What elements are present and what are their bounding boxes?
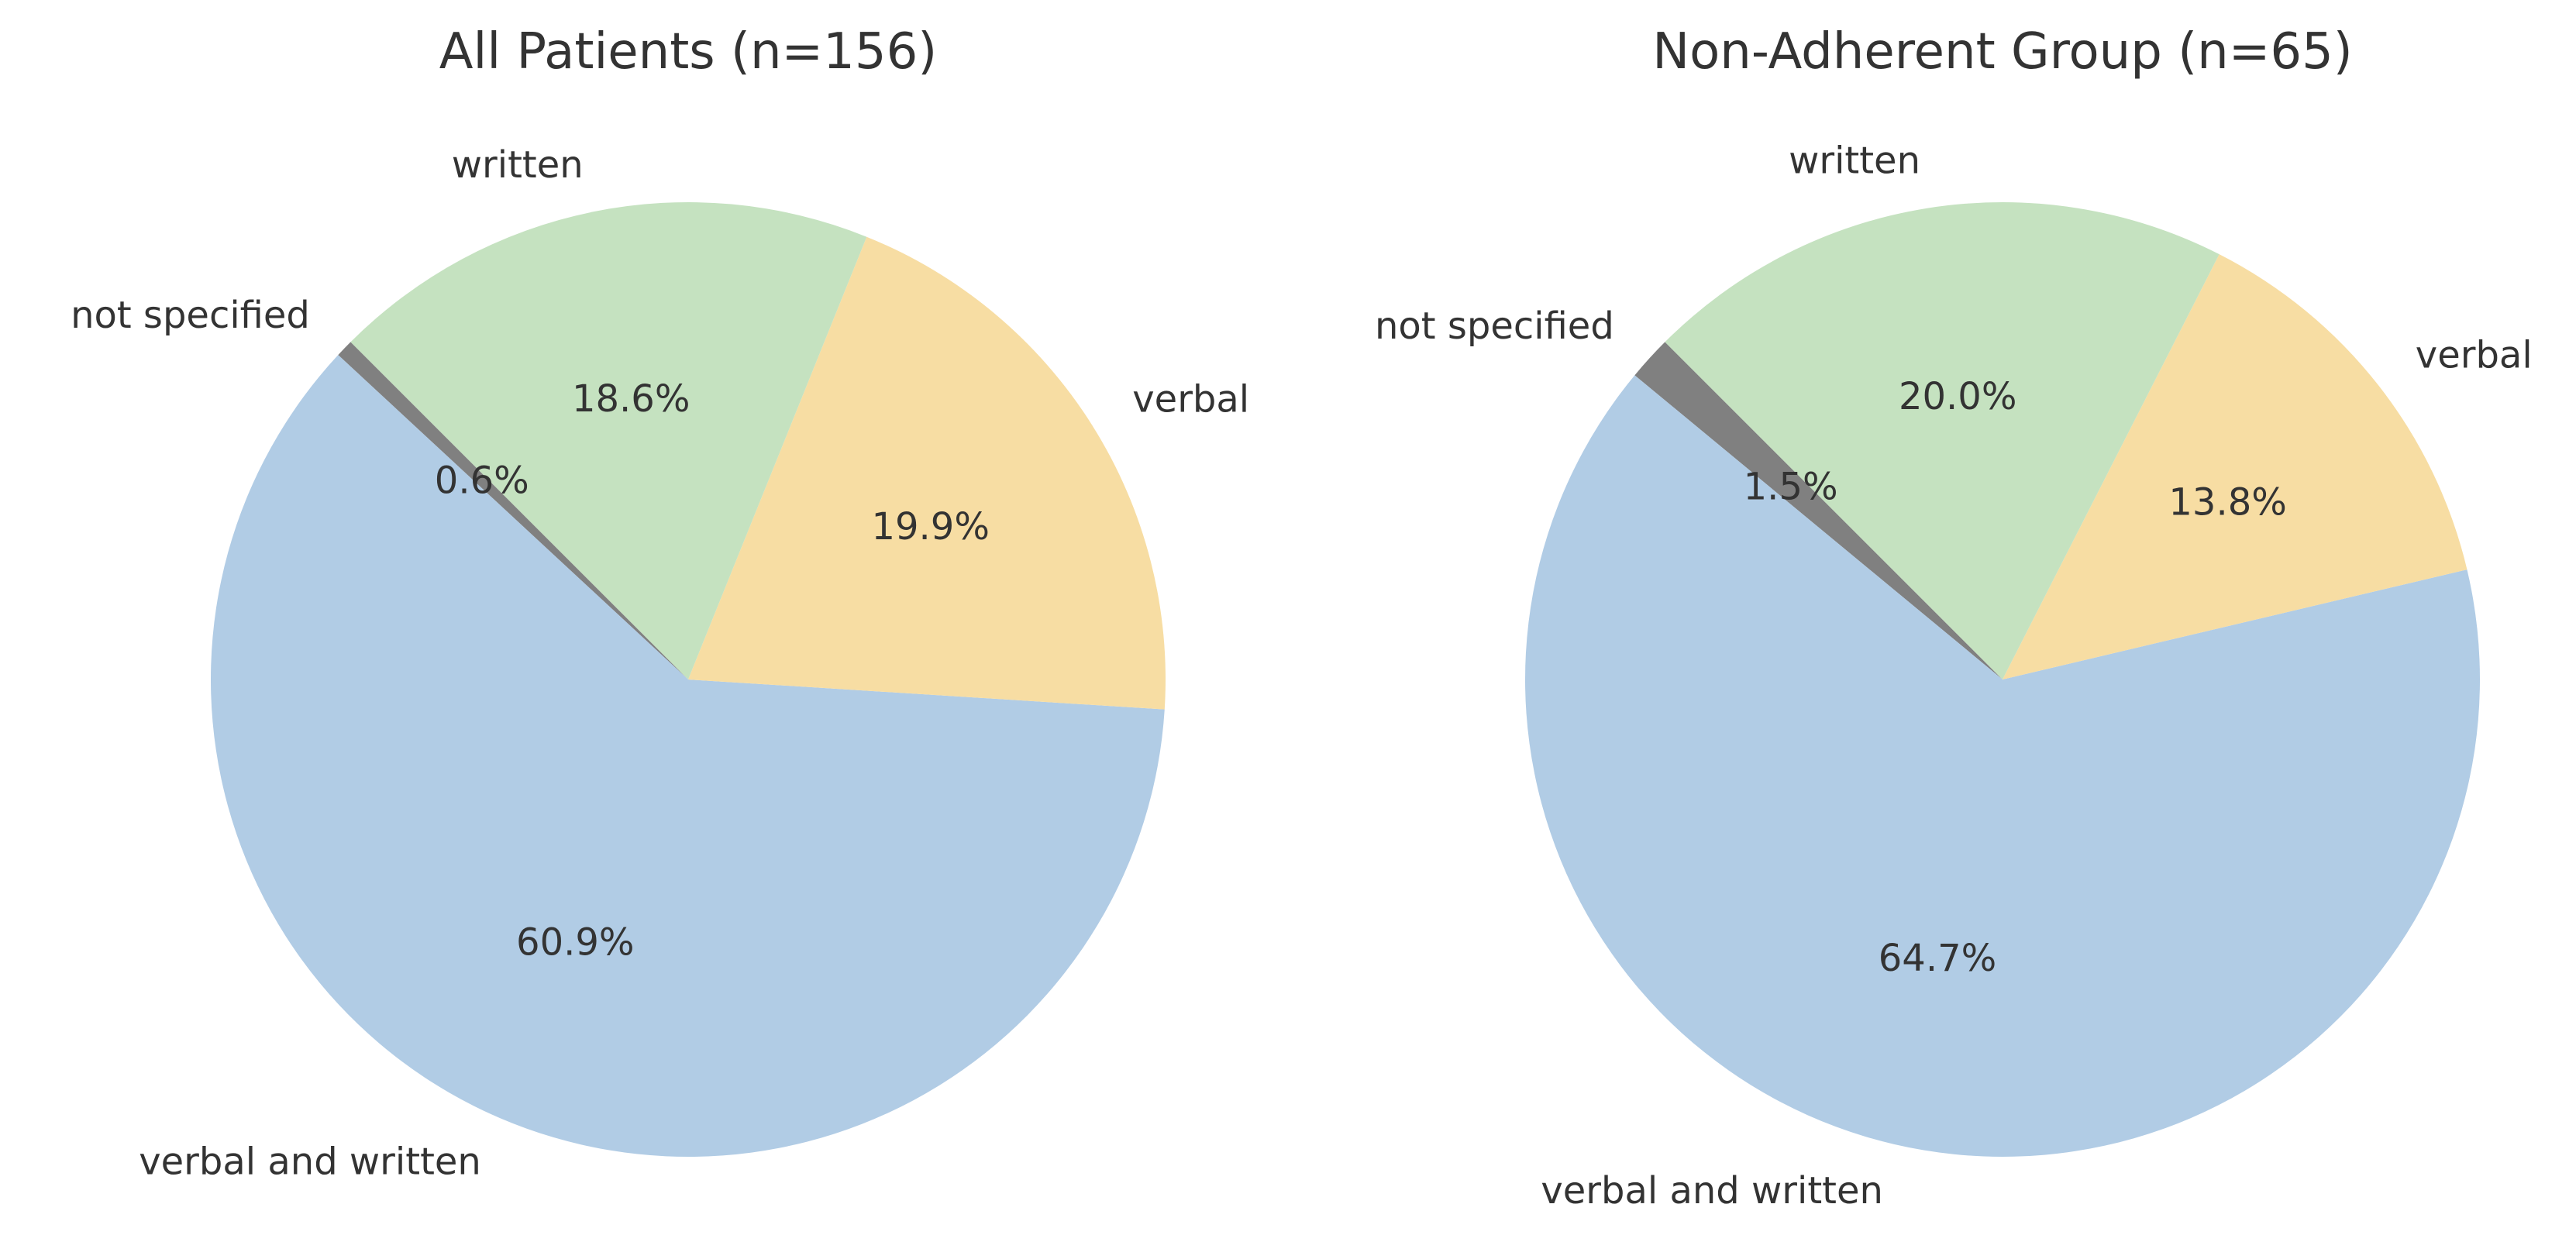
pie-slice-not-specified	[338, 342, 688, 679]
pct-label-written: 20.0%	[1899, 375, 2016, 418]
pie-slice-verbal-and-written	[210, 355, 1165, 1158]
chart-title-all-patients: All Patients (n=156)	[439, 23, 938, 81]
pct-label-verbal-and-written: 60.9%	[516, 921, 634, 965]
pie-slice-written	[350, 202, 867, 679]
category-label-verbal: verbal	[2416, 333, 2533, 377]
pct-label-not-specified: 0.6%	[435, 459, 529, 503]
pct-label-verbal: 19.9%	[871, 505, 989, 549]
category-label-written: written	[1789, 139, 1920, 183]
pie-slice-verbal	[2003, 254, 2468, 679]
category-label-written: written	[452, 143, 584, 187]
category-label-not-specified: not specified	[1375, 304, 1614, 348]
category-label-not-specified: not specified	[71, 294, 310, 337]
pct-label-not-specified: 1.5%	[1744, 465, 1838, 508]
pie-slice-verbal-and-written	[1525, 375, 2480, 1157]
pie-slice-not-specified	[1634, 342, 2003, 679]
pie-slice-verbal	[688, 236, 1166, 710]
category-label-verbal-and-written: verbal and written	[1541, 1169, 1883, 1213]
category-label-verbal: verbal	[1132, 378, 1249, 421]
pct-label-written: 18.6%	[572, 377, 690, 421]
category-label-verbal-and-written: verbal and written	[139, 1140, 481, 1184]
pct-label-verbal: 13.8%	[2168, 481, 2286, 525]
pie-chart-all-patients: All Patients (n=156) 0.6% not specified 60…	[71, 23, 1249, 1184]
pie-chart-non-adherent: Non-Adherent Group (n=65) 1.5% not specif…	[1375, 23, 2533, 1213]
pct-label-verbal-and-written: 64.7%	[1879, 937, 1996, 980]
chart-title-non-adherent: Non-Adherent Group (n=65)	[1652, 23, 2353, 81]
pie-slice-written	[1665, 202, 2220, 679]
